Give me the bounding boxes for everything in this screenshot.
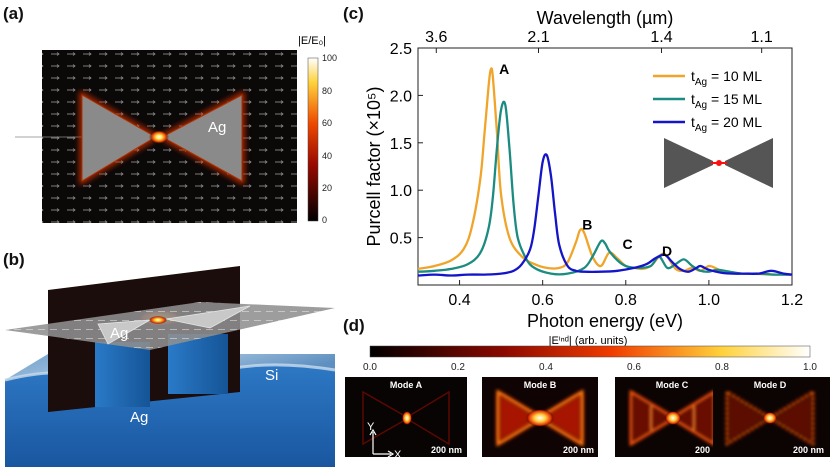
colorbar-d-title: |Eⁱⁿᵈ| (arb. units) [549, 335, 628, 347]
panel-b-label: (b) [3, 250, 25, 269]
bowtie-antenna-icon [664, 138, 773, 188]
x-tick-label: 1.0 [698, 292, 720, 309]
y-tick-label: 1.5 [390, 136, 412, 153]
legend-entry: tAg = 10 ML [691, 68, 762, 88]
gap-hotspot [149, 130, 169, 144]
colorbar-a-tick: 80 [322, 86, 332, 96]
mode-a-title: Mode A [390, 380, 423, 390]
x-tick-label: 0.6 [532, 292, 554, 309]
colorbar-d-tick: 0.0 [363, 362, 377, 373]
colorbar-a-tick: 0 [322, 215, 327, 225]
y-tick-label: 2.5 [390, 41, 412, 58]
y-axis-label: Purcell factor (×10⁵) [364, 86, 384, 246]
mode-b-map: Mode B 200 nm [482, 377, 598, 457]
peak-annotation: D [662, 243, 672, 259]
panel-a-label: (a) [3, 4, 24, 23]
colorbar-a-tick: 60 [322, 118, 332, 128]
legend: tAg = 10 ML tAg = 15 ML tAg = 20 ML [653, 68, 762, 134]
colorbar-a-tick: 100 [322, 53, 337, 63]
panel-d-label: (d) [343, 316, 365, 335]
ag-label-b-top: Ag [110, 325, 128, 342]
axis-x-label: X [394, 449, 402, 461]
mode-c-map: Mode C 200 nm [615, 377, 730, 457]
panel-a-field-map: Ag |E/E₀| 100 80 60 40 20 0 [15, 35, 337, 225]
peak-annotation: C [623, 236, 633, 252]
x-tick-label: 1.2 [781, 292, 803, 309]
colorbar-a-title: |E/E₀| [298, 35, 326, 47]
mode-d-map: Mode D 200 nm [713, 377, 830, 457]
colorbar-a-tick: 20 [322, 183, 332, 193]
mode-b-scale: 200 nm [563, 445, 594, 455]
series-line-3 [417, 153, 793, 277]
panel-b-3d-illustration: Ag Si Ag [4, 266, 336, 467]
y-tick-label: 1.0 [390, 183, 412, 200]
colorbar-d-tick: 0.6 [627, 362, 641, 373]
peak-annotation: B [582, 216, 592, 232]
bowtie-right-3d [165, 305, 251, 329]
colorbar-a-tick: 40 [322, 151, 332, 161]
top-tick-label: 1.1 [751, 29, 773, 46]
colorbar-d-tick: 0.4 [539, 362, 553, 373]
series-line-2 [417, 100, 793, 276]
top-axis-label: Wavelength (µm) [537, 8, 674, 28]
mode-b-title: Mode B [524, 380, 557, 390]
axis-y-label: Y [367, 421, 375, 433]
ag-label-a: Ag [208, 119, 226, 136]
y-tick-label: 0.5 [390, 231, 412, 248]
mode-c-scale: 200 nm [695, 445, 726, 455]
mode-d-title: Mode D [754, 380, 787, 390]
ag-label-b-bottom: Ag [130, 409, 148, 426]
pillar-left [95, 342, 150, 407]
mode-a-scale: 200 nm [431, 445, 462, 455]
peak-annotation: A [499, 61, 509, 77]
colorbar-a [307, 57, 319, 222]
si-label: Si [265, 367, 278, 384]
legend-entry: tAg = 20 ML [691, 114, 762, 134]
x-axis-label: Photon energy (eV) [527, 311, 683, 331]
panel-d-mode-maps: |Eⁱⁿᵈ| (arb. units) 0.0 0.2 0.4 0.6 0.8 … [345, 335, 830, 461]
colorbar-d [369, 345, 811, 358]
mode-d-scale: 200 nm [793, 445, 824, 455]
pillar-right [168, 334, 228, 394]
mode-a-map: Mode A 200 nm [345, 377, 467, 457]
x-tick-label: 0.8 [615, 292, 637, 309]
top-tick-label: 2.1 [527, 29, 549, 46]
plot-frame [417, 47, 793, 286]
colorbar-d-tick: 0.2 [451, 362, 465, 373]
x-tick-label: 0.4 [448, 292, 470, 309]
xy-axes-indicator: Y X [367, 421, 402, 461]
colorbar-d-tick: 0.8 [715, 362, 729, 373]
bowtie-left-3d [97, 319, 151, 345]
panel-c-label: (c) [343, 4, 364, 23]
legend-entry: tAg = 15 ML [691, 91, 762, 111]
purcell-chart: 0.4 0.6 0.8 1.0 1.2 0.5 1.0 1.5 2.0 2.5 3.6 2.1 1.4 1… [364, 8, 803, 331]
top-tick-label: 1.4 [650, 29, 672, 46]
top-tick-label: 3.6 [425, 29, 447, 46]
y-tick-label: 2.0 [390, 88, 412, 105]
mode-c-title: Mode C [656, 380, 689, 390]
colorbar-d-tick: 1.0 [803, 362, 817, 373]
